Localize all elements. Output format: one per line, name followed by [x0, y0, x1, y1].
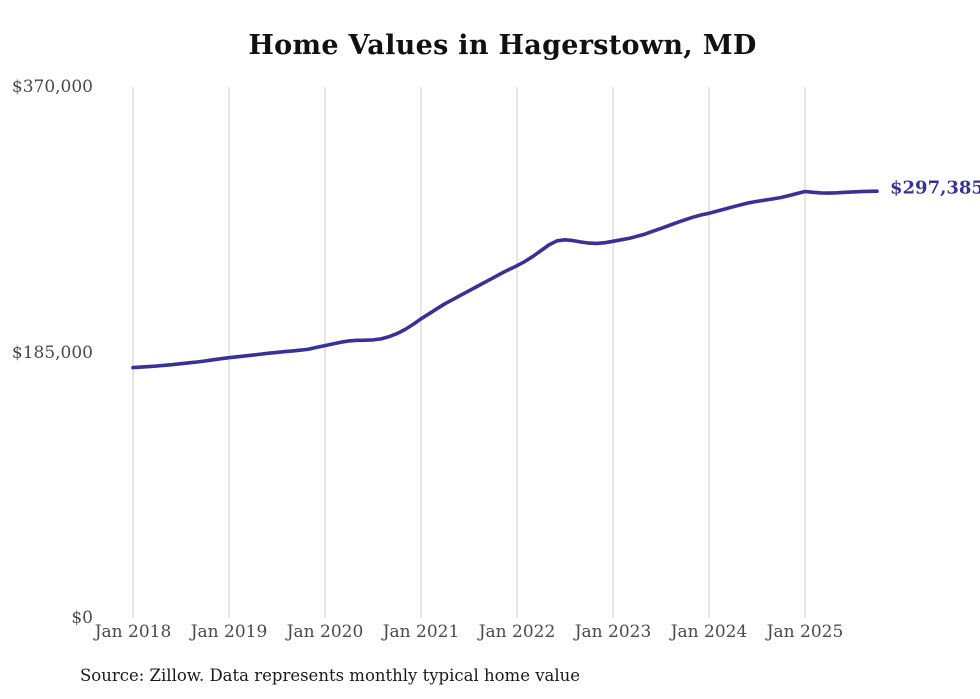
y-tick-label: $0	[71, 608, 93, 628]
x-tick-label: Jan 2019	[190, 622, 268, 642]
x-tick-label: Jan 2023	[574, 622, 652, 642]
chart-title: Home Values in Hagerstown, MD	[248, 30, 757, 61]
x-tick-label: Jan 2021	[382, 622, 460, 642]
x-tick-label: Jan 2022	[478, 622, 556, 642]
home-value-line	[131, 189, 879, 370]
source-note: Source: Zillow. Data represents monthly …	[80, 666, 581, 685]
y-tick-label: $370,000	[11, 77, 93, 97]
x-tick-label: Jan 2024	[670, 622, 748, 642]
x-tick-label: Jan 2025	[766, 622, 844, 642]
y-tick-label: $185,000	[11, 342, 93, 363]
x-tick-label: Jan 2018	[94, 622, 172, 642]
x-tick-label: Jan 2020	[286, 622, 364, 642]
latest-value-label: $297,385	[890, 177, 980, 199]
